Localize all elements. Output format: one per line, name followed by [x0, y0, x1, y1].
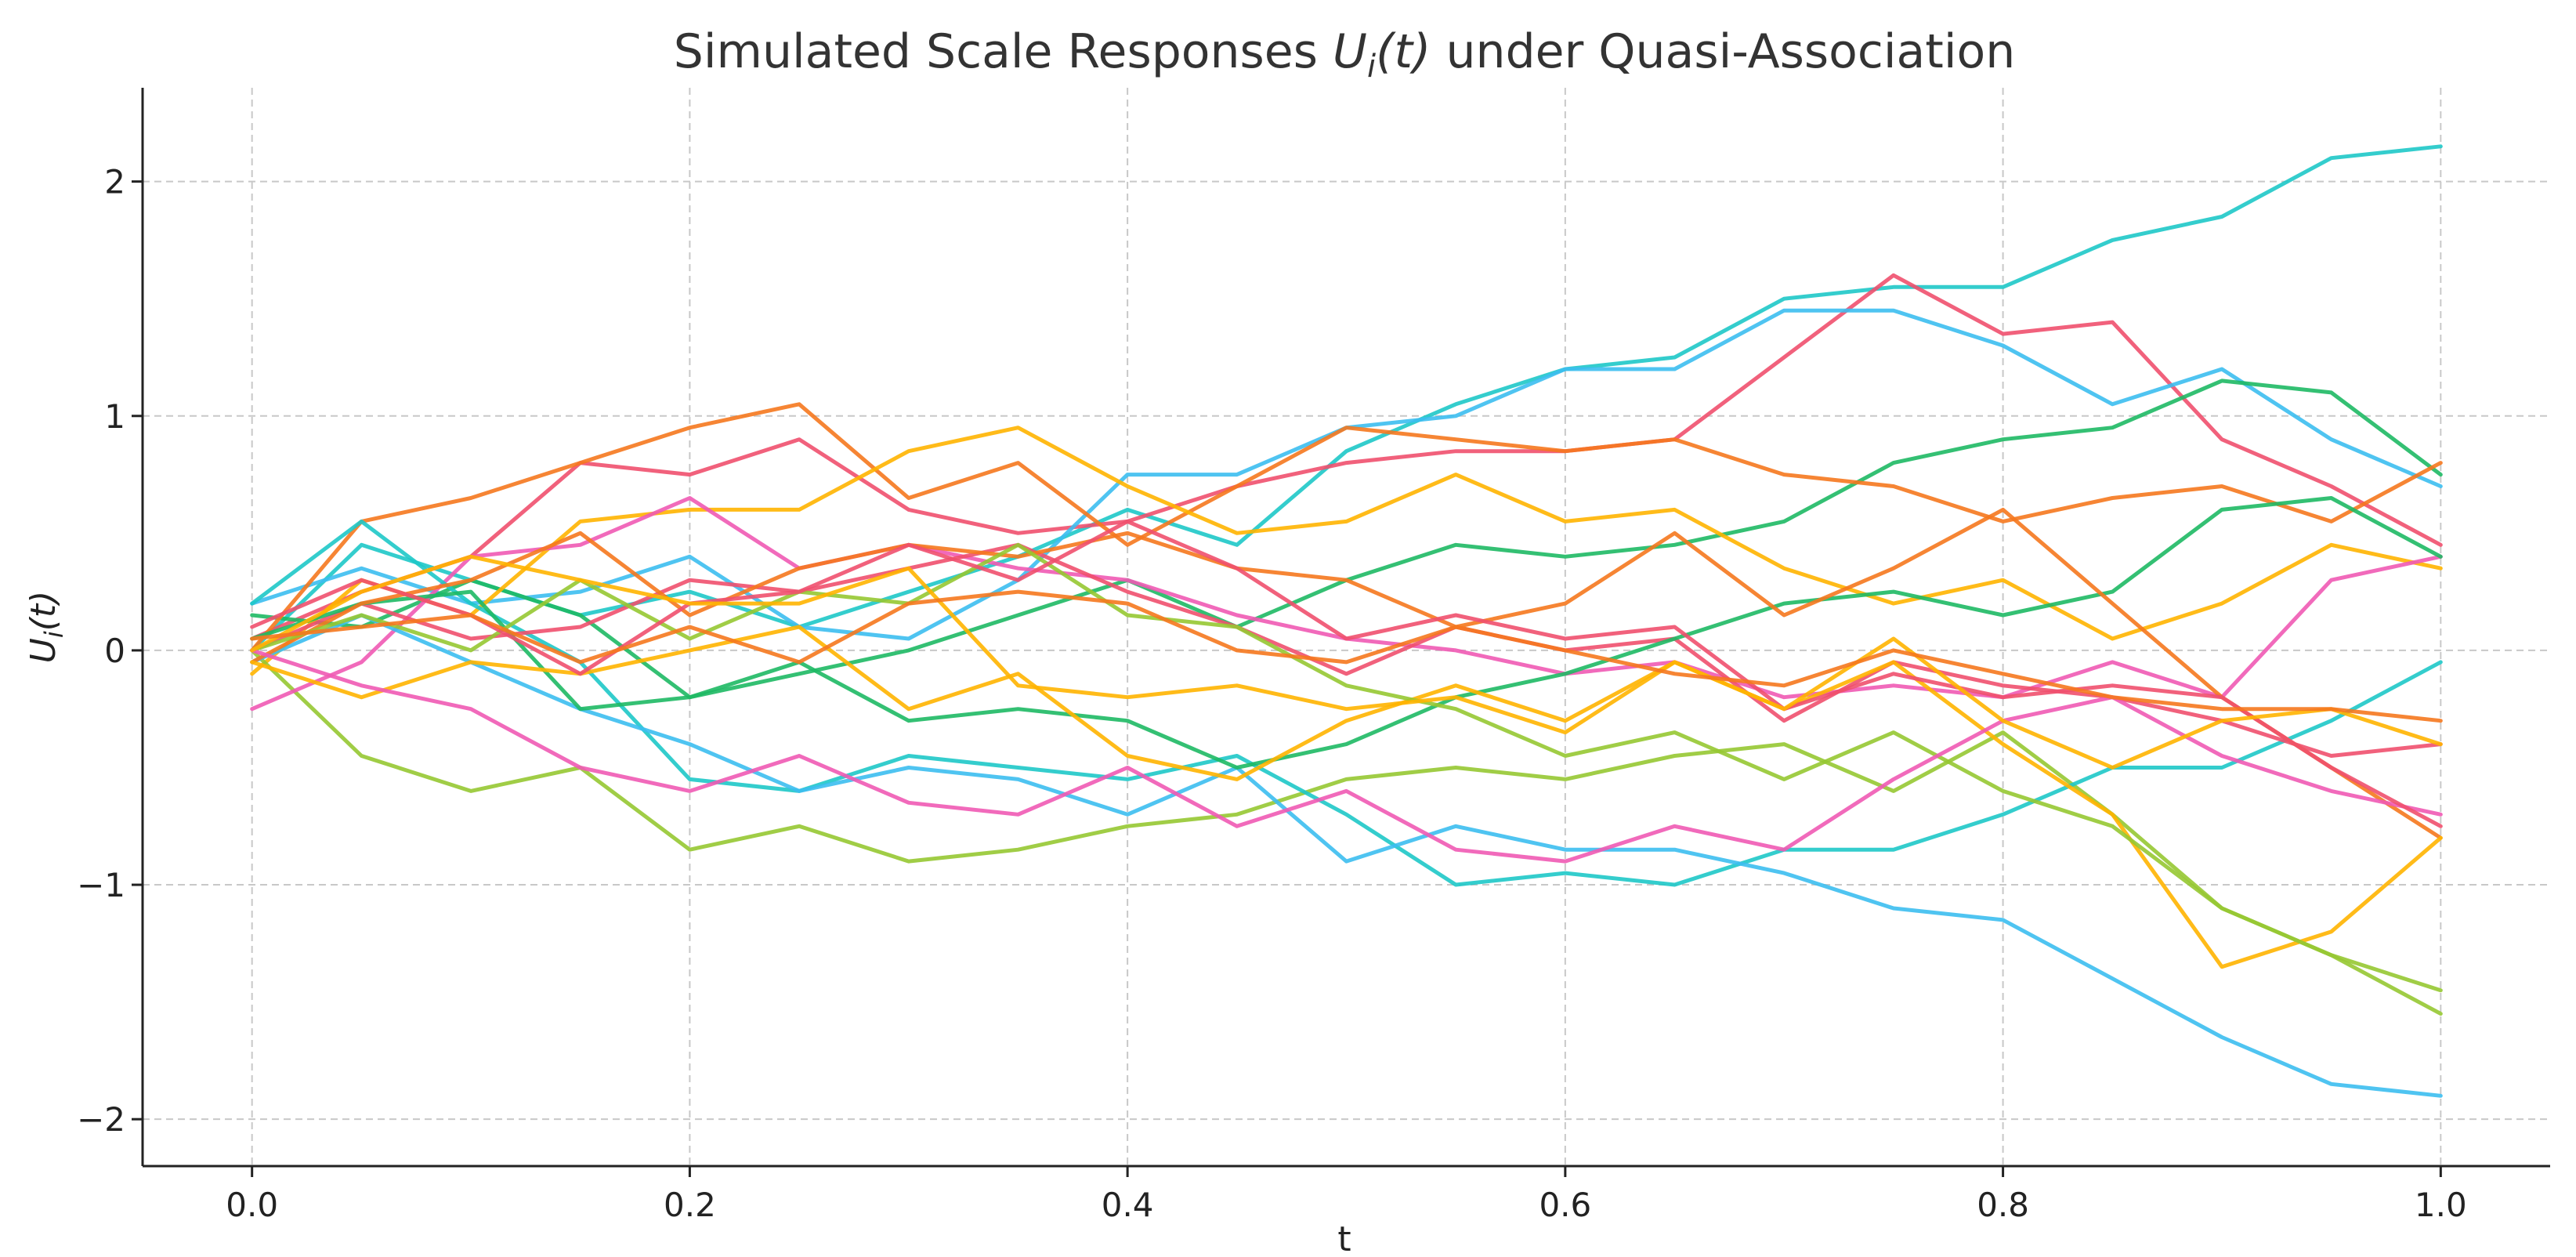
- series-line-9: [250, 519, 2443, 887]
- series-line-10: [250, 542, 2443, 758]
- series-lines: [250, 144, 2443, 1098]
- x-tick-label: 0.2: [664, 1186, 716, 1224]
- x-tick-label: 0.8: [1977, 1186, 2029, 1224]
- axis-ticks: 0.0 0.2 0.4 0.6 0.8 1.0 2 1 0 −1 −2: [77, 163, 2467, 1224]
- series-line-15: [250, 542, 2443, 1016]
- y-axis-label: Ui(t): [24, 591, 69, 664]
- x-tick-label: 0.6: [1539, 1186, 1591, 1224]
- y-tick-label: 1: [104, 397, 125, 436]
- series-line-7: [250, 648, 2443, 993]
- series-line-2: [250, 273, 2443, 641]
- chart-title: Simulated Scale Responses Ui(t) under Qu…: [674, 24, 2015, 85]
- series-line-11: [250, 613, 2443, 1098]
- y-tick-label: 2: [104, 163, 125, 201]
- series-line-18: [250, 554, 2443, 770]
- series-line-13: [250, 507, 2443, 840]
- grid-lines: [143, 88, 2550, 1166]
- series-line-1: [250, 144, 2443, 653]
- series-line-14: [250, 625, 2443, 969]
- y-tick-label: −2: [77, 1100, 125, 1139]
- series-line-19: [250, 589, 2443, 723]
- x-tick-label: 0.0: [226, 1186, 278, 1224]
- x-tick-label: 0.4: [1102, 1186, 1154, 1224]
- series-line-5: [250, 402, 2443, 653]
- y-tick-label: 0: [104, 632, 125, 670]
- y-tick-label: −1: [77, 866, 125, 904]
- series-line-12: [250, 496, 2443, 770]
- x-axis-label: t: [1337, 1219, 1351, 1257]
- x-tick-label: 1.0: [2415, 1186, 2467, 1224]
- series-line-6: [250, 426, 2443, 676]
- series-line-16: [250, 648, 2443, 864]
